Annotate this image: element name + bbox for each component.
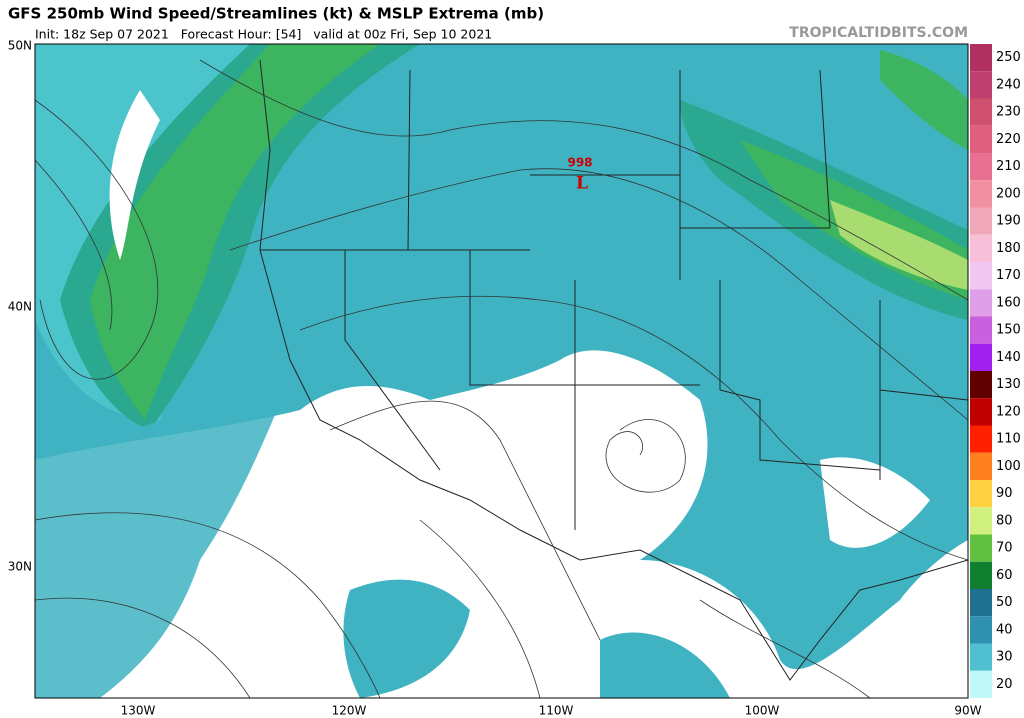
colorbar-label: 50 bbox=[996, 595, 1013, 610]
site: TROPICALTIDBITS.COM bbox=[789, 25, 968, 41]
lon-label: 130W bbox=[121, 704, 156, 718]
colorbar-box bbox=[970, 71, 992, 99]
colorbar-box bbox=[970, 180, 992, 208]
map-frame bbox=[34, 43, 969, 699]
colorbar-box bbox=[970, 616, 992, 644]
colorbar-box bbox=[970, 153, 992, 181]
colorbar-label: 60 bbox=[996, 568, 1013, 583]
colorbar-box bbox=[970, 425, 992, 453]
map-area: 998 L bbox=[35, 44, 968, 698]
colorbar-box bbox=[970, 98, 992, 126]
lat-label: 30N bbox=[8, 560, 32, 574]
colorbar-label: 140 bbox=[996, 350, 1021, 365]
colorbar-label: 20 bbox=[996, 677, 1013, 692]
colorbar-box bbox=[970, 289, 992, 317]
colorbar-box bbox=[970, 561, 992, 589]
colorbar-label: 110 bbox=[996, 432, 1021, 447]
lon-label: 120W bbox=[332, 704, 367, 718]
lat-label: 40N bbox=[8, 300, 32, 314]
colorbar-label: 150 bbox=[996, 323, 1021, 338]
colorbar-label: 180 bbox=[996, 241, 1021, 256]
lon-label: 90W bbox=[954, 704, 981, 718]
pressure-label: 998 bbox=[567, 156, 592, 170]
title: GFS 250mb Wind Speed/Streamlines (kt) & … bbox=[8, 5, 544, 23]
colorbar-label: 200 bbox=[996, 186, 1021, 201]
colorbar-label: 170 bbox=[996, 268, 1021, 283]
colorbar-box bbox=[970, 44, 992, 72]
colorbar-label: 160 bbox=[996, 295, 1021, 310]
colorbar-label: 250 bbox=[996, 50, 1021, 65]
colorbar-label: 230 bbox=[996, 105, 1021, 120]
colorbar-label: 100 bbox=[996, 459, 1021, 474]
colorbar-box bbox=[970, 480, 992, 508]
colorbar-box bbox=[970, 534, 992, 562]
colorbar-box bbox=[970, 316, 992, 344]
colorbar-box bbox=[970, 670, 992, 698]
lat-labels: 50N 40N 30N bbox=[8, 39, 32, 574]
lon-labels: 130W 120W 110W 100W 90W bbox=[121, 704, 982, 718]
low-marker: L bbox=[576, 174, 588, 194]
lat-label: 50N bbox=[8, 39, 32, 53]
subtitle: Init: 18z Sep 07 2021 Forecast Hour: [54… bbox=[35, 27, 492, 42]
colorbar-box bbox=[970, 398, 992, 426]
colorbar-label: 130 bbox=[996, 377, 1021, 392]
colorbar-box bbox=[970, 371, 992, 399]
colorbar-box bbox=[970, 643, 992, 671]
colorbar-label: 210 bbox=[996, 159, 1021, 174]
colorbar-label: 120 bbox=[996, 404, 1021, 419]
colorbar-label: 70 bbox=[996, 541, 1013, 556]
colorbar: 250 240 230 220 210 200 190 180 170 160 150 140 130 1… bbox=[970, 44, 1021, 698]
colorbar-box bbox=[970, 507, 992, 535]
colorbar-label: 90 bbox=[996, 486, 1013, 501]
colorbar-box bbox=[970, 234, 992, 262]
colorbar-label: 190 bbox=[996, 214, 1021, 229]
colorbar-label: 40 bbox=[996, 622, 1013, 637]
colorbar-label: 220 bbox=[996, 132, 1021, 147]
colorbar-label: 30 bbox=[996, 650, 1013, 665]
colorbar-box bbox=[970, 452, 992, 480]
lon-label: 110W bbox=[539, 704, 574, 718]
colorbar-box bbox=[970, 207, 992, 235]
colorbar-label: 80 bbox=[996, 513, 1013, 528]
colorbar-box bbox=[970, 589, 992, 617]
colorbar-box bbox=[970, 125, 992, 153]
colorbar-label: 240 bbox=[996, 77, 1021, 92]
colorbar-box bbox=[970, 262, 992, 290]
lon-label: 100W bbox=[745, 704, 780, 718]
colorbar-box bbox=[970, 343, 992, 371]
